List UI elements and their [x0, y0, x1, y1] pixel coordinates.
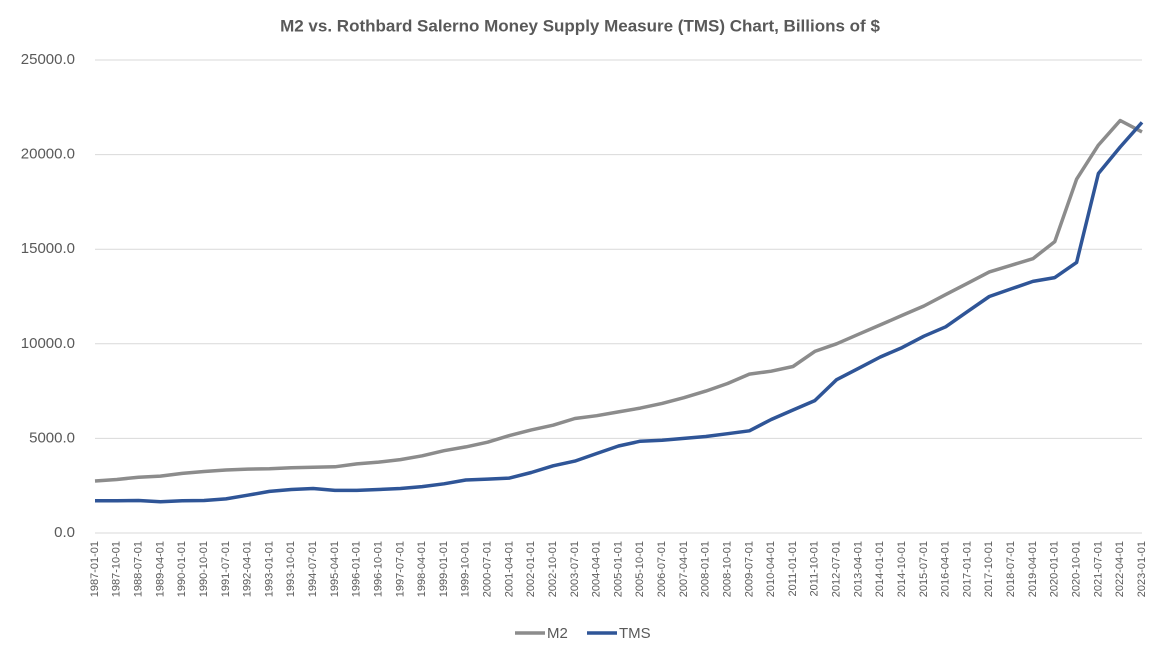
chart-title: M2 vs. Rothbard Salerno Money Supply Mea… [280, 16, 880, 35]
x-tick-label: 2005-10-01 [634, 541, 646, 597]
x-tick-label: 2006-07-01 [656, 541, 668, 597]
y-tick-label: 20000.0 [21, 146, 75, 163]
x-tick-label: 1996-10-01 [372, 541, 384, 597]
x-tick-label: 2017-10-01 [983, 541, 995, 597]
x-tick-label: 2020-01-01 [1049, 541, 1061, 597]
x-tick-label: 2014-01-01 [874, 541, 886, 597]
x-tick-label: 1989-04-01 [154, 541, 166, 597]
x-tick-label: 2016-04-01 [940, 541, 952, 597]
x-tick-label: 1990-01-01 [176, 541, 188, 597]
x-tick-label: 2020-10-01 [1070, 541, 1082, 597]
x-tick-label: 2000-07-01 [482, 541, 494, 597]
x-tick-label: 2021-07-01 [1092, 541, 1104, 597]
x-tick-label: 1996-01-01 [351, 541, 363, 597]
x-tick-label: 1999-01-01 [438, 541, 450, 597]
x-tick-label: 2017-01-01 [961, 541, 973, 597]
legend-label: TMS [619, 625, 651, 642]
x-tick-label: 2002-01-01 [525, 541, 537, 597]
y-tick-label: 0.0 [54, 524, 75, 541]
x-tick-label: 1991-07-01 [220, 541, 232, 597]
x-tick-label: 2011-01-01 [787, 541, 799, 596]
x-tick-label: 2013-04-01 [852, 541, 864, 597]
x-tick-label: 1997-07-01 [394, 541, 406, 597]
x-tick-label: 1992-04-01 [242, 541, 254, 597]
x-tick-label: 2012-07-01 [831, 541, 843, 597]
x-tick-label: 2005-01-01 [612, 541, 624, 597]
legend-label: M2 [547, 625, 568, 642]
x-tick-label: 2022-04-01 [1114, 541, 1126, 597]
x-tick-label: 1995-04-01 [329, 541, 341, 597]
y-tick-label: 10000.0 [21, 335, 75, 352]
x-tick-label: 1993-10-01 [285, 541, 297, 597]
x-tick-label: 2009-07-01 [743, 541, 755, 597]
x-tick-label: 2014-10-01 [896, 541, 908, 597]
x-tick-label: 2002-10-01 [547, 541, 559, 597]
x-tick-label: 2011-10-01 [809, 541, 821, 596]
x-tick-label: 1994-07-01 [307, 541, 319, 597]
series-line [94, 118, 1143, 483]
x-tick-label: 2008-10-01 [721, 541, 733, 597]
x-tick-label: 2003-07-01 [569, 541, 581, 597]
x-tick-label: 1988-07-01 [133, 541, 145, 597]
x-tick-label: 2007-04-01 [678, 541, 690, 597]
x-tick-label: 2008-01-01 [700, 541, 712, 597]
x-tick-label: 2023-01-01 [1136, 541, 1148, 597]
x-tick-label: 1993-01-01 [263, 541, 275, 597]
y-tick-label: 5000.0 [29, 429, 75, 446]
x-tick-label: 1999-10-01 [460, 541, 472, 597]
x-tick-label: 2001-04-01 [503, 541, 515, 597]
x-tick-label: 1987-01-01 [89, 541, 101, 597]
x-tick-label: 2019-04-01 [1027, 541, 1039, 597]
y-tick-label: 15000.0 [21, 240, 75, 257]
y-tick-label: 25000.0 [21, 51, 75, 68]
x-tick-label: 2010-04-01 [765, 541, 777, 597]
x-tick-label: 1998-04-01 [416, 541, 428, 597]
x-tick-label: 2004-04-01 [591, 541, 603, 597]
x-tick-label: 1987-10-01 [111, 541, 123, 597]
x-tick-label: 2018-07-01 [1005, 541, 1017, 597]
x-tick-label: 2015-07-01 [918, 541, 930, 597]
series-line [95, 121, 1144, 504]
x-tick-label: 1990-10-01 [198, 541, 210, 597]
